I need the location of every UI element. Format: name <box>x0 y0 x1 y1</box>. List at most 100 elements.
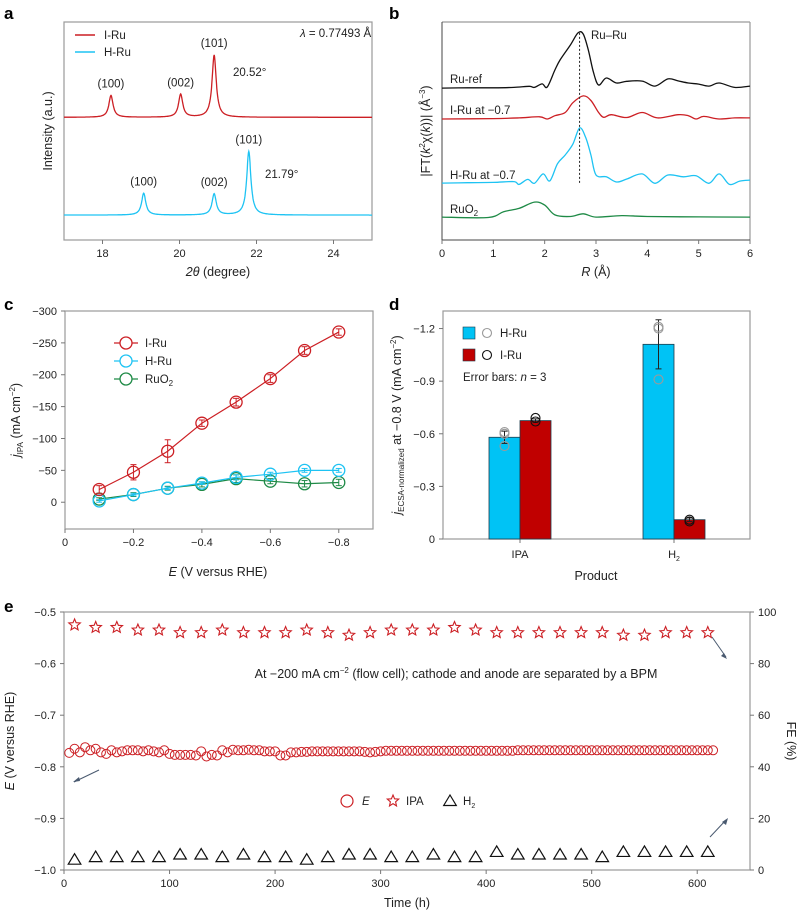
fe-h2-point <box>214 849 230 863</box>
fe-h2-point <box>236 847 251 860</box>
potential-point <box>544 745 555 756</box>
data-point <box>332 463 346 478</box>
x-tick-label: 100 <box>160 878 178 890</box>
potential-point <box>623 745 634 756</box>
fe-h2-point <box>594 849 610 863</box>
y-tick-label-right: 60 <box>758 710 770 722</box>
potential-point <box>423 745 434 756</box>
legend-point-h-ru <box>481 327 493 339</box>
series-line <box>98 331 340 491</box>
legend-point-i-ru <box>481 349 493 361</box>
fe-ipa-point <box>658 625 673 639</box>
data-point <box>332 325 346 339</box>
fe-h2-point <box>679 844 695 858</box>
potential-point <box>243 744 254 755</box>
fe-h2-point <box>362 847 378 860</box>
potential-point <box>264 746 275 757</box>
potential-point <box>185 749 196 760</box>
error-bars-note: Error bars: n = 3 <box>463 372 546 384</box>
data-point <box>126 487 141 502</box>
potential-point <box>470 745 481 756</box>
potential-point <box>665 745 676 756</box>
x-tick-label: 3 <box>593 248 599 260</box>
replicate-point <box>530 416 541 427</box>
replicate-point <box>653 323 664 334</box>
potential-point <box>111 747 122 758</box>
x-axis-title: 2θ (degree) <box>185 265 250 279</box>
x-axis-title: Product <box>574 569 618 583</box>
fe-ipa-point <box>173 625 188 639</box>
replicate-point <box>499 440 510 452</box>
data-point <box>92 482 106 497</box>
fe-h2-point <box>320 849 336 863</box>
potential-point <box>296 746 307 757</box>
replicate-point <box>684 516 695 527</box>
potential-point <box>254 745 265 756</box>
fe-h2-point <box>447 849 462 863</box>
data-point <box>195 416 209 430</box>
x-tick-label: 18 <box>96 248 108 260</box>
y-tick-label: −0.7 <box>34 710 56 722</box>
exafs-curve-ruo2 <box>441 201 751 219</box>
replicate-point <box>653 374 664 385</box>
potential-point <box>80 742 91 753</box>
chart-marks: 18 20 22 24(100) (002)(101)I-Ru(100) (002)(10… <box>32 21 776 890</box>
potential-point <box>354 746 365 757</box>
y-axis-title-left: E (V versus RHE) <box>3 692 17 791</box>
potential-point <box>438 745 449 756</box>
potential-point <box>671 745 682 756</box>
data-point <box>126 465 141 479</box>
x-tick-label: 6 <box>747 248 753 260</box>
y-axis-title: jIPA (mA cm−2) <box>8 383 25 459</box>
data-point <box>263 467 277 481</box>
panel-label-d: d <box>389 295 399 314</box>
fe-h2-point <box>637 844 652 858</box>
replicate-point <box>530 412 541 424</box>
y-tick-label-right: 80 <box>758 659 770 671</box>
legend-label-h-ru: H-Ru <box>145 356 172 368</box>
peak-label: (101) <box>235 135 262 147</box>
potential-point <box>322 746 333 757</box>
legend-label-ipa: IPA <box>406 796 424 808</box>
fe-h2-point <box>109 849 125 863</box>
y-tick-label-right: 0 <box>758 865 764 877</box>
series-label-i-ru: I-Ru at −0.7 <box>450 105 510 117</box>
peak-label: (002) <box>201 177 228 189</box>
fe-ipa-point <box>405 622 420 637</box>
ru-ru-label: Ru–Ru <box>591 30 627 42</box>
potential-point <box>433 745 444 756</box>
fe-h2-point <box>257 849 272 863</box>
category-label-ipa: IPA <box>512 549 530 561</box>
x-tick-label: 500 <box>583 878 601 890</box>
wavelength-annotation: λ = 0.77493 Å <box>299 27 372 40</box>
fe-h2-point <box>172 847 188 860</box>
x-axis-title: E (V versus RHE) <box>169 565 268 579</box>
fe-ipa-point <box>363 625 378 639</box>
fe-ipa-point <box>215 622 230 637</box>
potential-point <box>407 745 418 756</box>
y-tick-label: 0 <box>429 534 435 546</box>
arrow-to-left-axis <box>73 769 100 783</box>
fe-ipa-point <box>109 620 124 634</box>
potential-point <box>69 743 80 754</box>
fe-h2-point <box>615 844 631 858</box>
panel-c: E (V versus RHE) jIPA (mA cm−2) I-Ru H-R… <box>8 338 267 579</box>
fe-ipa-point <box>468 622 483 637</box>
potential-point <box>660 745 671 756</box>
potential-point <box>555 745 566 756</box>
y-tick-label: −0.8 <box>34 762 56 774</box>
fe-ipa-point <box>341 627 357 642</box>
potential-point <box>169 749 180 760</box>
potential-point <box>444 745 455 756</box>
bar-h-ru <box>488 436 521 540</box>
potential-point <box>375 746 386 757</box>
potential-point <box>586 745 597 756</box>
fe-ipa-point <box>151 622 167 637</box>
arrow-to-right-axis-top <box>711 636 727 659</box>
peak-label: (002) <box>167 77 194 89</box>
potential-point <box>417 745 428 756</box>
potential-point <box>607 745 618 756</box>
fe-ipa-point <box>447 620 462 634</box>
potential-point <box>692 745 703 756</box>
x-tick-label: −0.2 <box>123 537 145 549</box>
